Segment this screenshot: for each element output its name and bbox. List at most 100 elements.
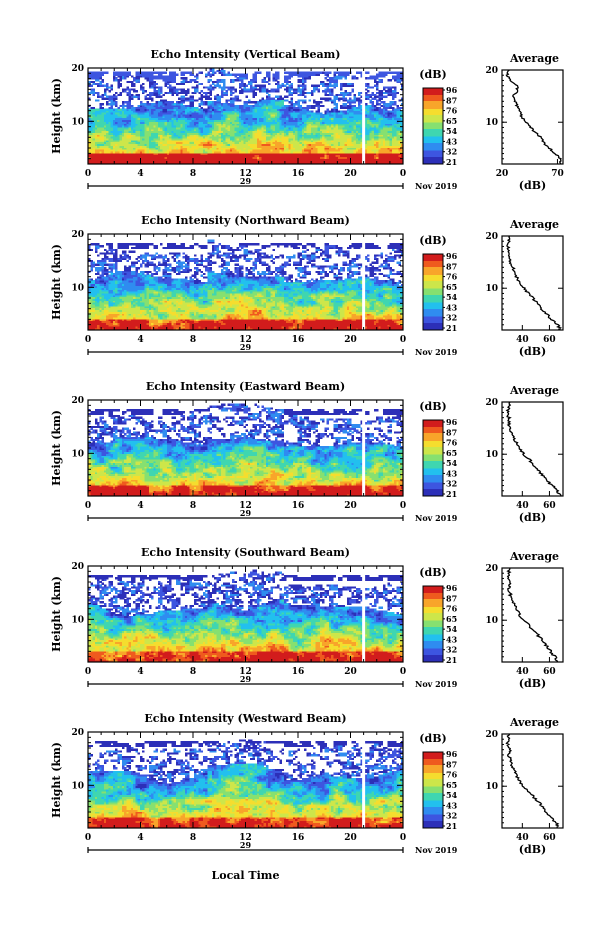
date-label: Nov 2019 — [415, 513, 458, 523]
x-tick-label: 16 — [292, 169, 305, 179]
colorbar-tick-label: 87 — [446, 95, 457, 105]
y-tick-label: 20 — [71, 728, 84, 738]
x-tick-label: 4 — [137, 667, 143, 677]
colorbar-tick-label: 54 — [446, 790, 458, 800]
profile-y-tick-label: 20 — [485, 66, 498, 76]
colorbar-tick-label: 54 — [446, 292, 458, 302]
profile-x-tick-label: 40 — [516, 501, 529, 511]
date-label: Nov 2019 — [415, 181, 458, 191]
profile-x-label: (dB) — [519, 179, 546, 192]
colorbar-tick-label: 87 — [446, 593, 457, 603]
y-tick-label: 10 — [71, 117, 84, 127]
y-axis-label: Height (km) — [50, 78, 63, 154]
profile-title: Average — [509, 716, 559, 729]
colorbar — [423, 420, 443, 497]
beam-panel-3: Echo Intensity (Southward Beam)1020Heigh… — [50, 546, 563, 690]
x-tick-label: 8 — [190, 833, 196, 843]
profile-line — [506, 70, 561, 164]
heatmap-title: Echo Intensity (Southward Beam) — [141, 546, 350, 559]
colorbar-tick-label: 54 — [446, 624, 458, 634]
colorbar-tick-label: 87 — [446, 261, 457, 271]
colorbar-tick-label: 87 — [446, 427, 457, 437]
date-label: Nov 2019 — [415, 347, 458, 357]
colorbar-tick-label: 21 — [446, 821, 457, 831]
x-tick-label: 20 — [344, 667, 357, 677]
colorbar-tick-label: 96 — [446, 417, 458, 427]
profile-y-tick-label: 20 — [485, 398, 498, 408]
profile-y-tick-label: 10 — [485, 118, 498, 128]
colorbar-tick-label: 65 — [446, 116, 457, 126]
colorbar-tick-label: 32 — [446, 313, 457, 323]
y-tick-label: 10 — [71, 781, 84, 791]
y-tick-label: 10 — [71, 615, 84, 625]
colorbar-tick-label: 43 — [446, 800, 458, 810]
x-tick-label: 0 — [400, 335, 406, 345]
profile-x-label: (dB) — [519, 677, 546, 690]
profile-x-label: (dB) — [519, 345, 546, 358]
profile-title: Average — [509, 550, 559, 563]
x-axis-label: Local Time — [212, 869, 280, 882]
profile-x-tick-label: 40 — [516, 335, 529, 345]
beam-panel-0: Echo Intensity (Vertical Beam)1020Height… — [50, 48, 564, 192]
colorbar-tick-label: 87 — [446, 759, 457, 769]
x-tick-label: 0 — [85, 501, 91, 511]
profile-x-tick-label: 20 — [496, 169, 509, 179]
profile-y-tick-label: 10 — [485, 782, 498, 792]
x-tick-label: 0 — [85, 335, 91, 345]
profile-frame — [502, 568, 563, 662]
colorbar-tick-label: 76 — [446, 272, 458, 282]
x-tick-label: 4 — [137, 169, 143, 179]
colorbar-tick-label: 32 — [446, 645, 457, 655]
profile-line — [507, 236, 561, 330]
x-tick-label: 4 — [137, 335, 143, 345]
y-axis-label: Height (km) — [50, 244, 63, 320]
x-tick-label: 20 — [344, 335, 357, 345]
y-axis-label: Height (km) — [50, 410, 63, 486]
data-gap — [362, 68, 365, 164]
x-tick-label: 16 — [292, 501, 305, 511]
profile-y-tick-label: 10 — [485, 616, 498, 626]
profile-x-tick-label: 60 — [543, 335, 556, 345]
x-tick-label: 0 — [85, 667, 91, 677]
date-label: Nov 2019 — [415, 679, 458, 689]
heatmap-cells — [88, 570, 403, 663]
colorbar-tick-label: 21 — [446, 489, 457, 499]
y-tick-label: 10 — [71, 283, 84, 293]
colorbar-tick-label: 32 — [446, 811, 457, 821]
day-label: 29 — [240, 508, 252, 518]
y-tick-label: 20 — [71, 230, 84, 240]
colorbar — [423, 254, 443, 331]
colorbar-tick-label: 96 — [446, 749, 458, 759]
data-gap — [362, 566, 365, 662]
y-tick-label: 20 — [71, 396, 84, 406]
profile-y-tick-label: 10 — [485, 450, 498, 460]
profile-line — [508, 568, 558, 662]
data-gap — [362, 234, 365, 330]
x-tick-label: 8 — [190, 667, 196, 677]
profile-x-label: (dB) — [519, 843, 546, 856]
heatmap-cells — [88, 240, 403, 331]
heatmap-cells — [88, 68, 403, 164]
profile-y-tick-label: 20 — [485, 730, 498, 740]
profile-frame — [502, 70, 563, 164]
profile-frame — [502, 236, 563, 330]
colorbar-tick-label: 65 — [446, 614, 457, 624]
profile-y-tick-label: 20 — [485, 232, 498, 242]
x-tick-label: 4 — [137, 501, 143, 511]
profile-x-label: (dB) — [519, 511, 546, 524]
colorbar-tick-label: 65 — [446, 780, 457, 790]
profile-x-tick-label: 40 — [516, 667, 529, 677]
colorbar-tick-label: 43 — [446, 302, 458, 312]
beam-panel-4: Echo Intensity (Westward Beam)1020Height… — [50, 712, 563, 856]
x-tick-label: 8 — [190, 501, 196, 511]
colorbar-tick-label: 54 — [446, 458, 458, 468]
x-tick-label: 16 — [292, 667, 305, 677]
day-label: 29 — [240, 840, 252, 850]
colorbar-tick-label: 43 — [446, 468, 458, 478]
x-tick-label: 20 — [344, 833, 357, 843]
colorbar-label: (dB) — [419, 566, 446, 579]
colorbar — [423, 752, 443, 829]
y-tick-label: 20 — [71, 562, 84, 572]
profile-x-tick-label: 70 — [551, 169, 564, 179]
